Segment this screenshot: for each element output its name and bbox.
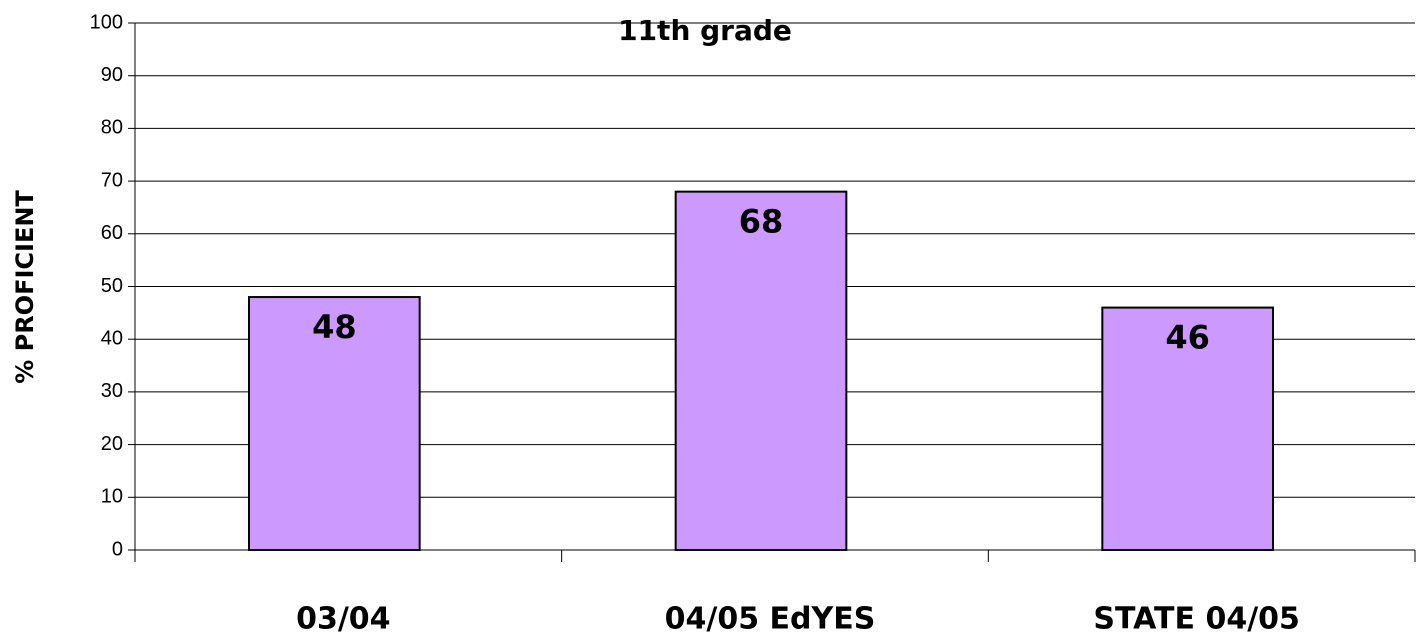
y-tick-label: 40 xyxy=(101,327,123,349)
chart-title: 11th grade xyxy=(618,14,792,47)
y-tick-label: 20 xyxy=(101,433,123,455)
y-tick-label: 0 xyxy=(112,538,123,560)
y-tick-label: 50 xyxy=(101,275,123,297)
y-tick-label: 80 xyxy=(101,117,123,139)
x-tick-label: 03/04 xyxy=(296,602,390,637)
y-tick-label: 30 xyxy=(101,380,123,402)
value-label: 48 xyxy=(312,308,357,346)
y-axis-label: % PROFICIENT xyxy=(11,190,39,384)
y-tick-label: 100 xyxy=(90,11,123,33)
y-tick-label: 60 xyxy=(101,222,123,244)
value-label: 68 xyxy=(739,203,784,241)
bar xyxy=(1101,306,1275,551)
x-tick-label: STATE 04/05 xyxy=(1093,602,1299,637)
value-label: 46 xyxy=(1165,319,1210,357)
bar xyxy=(248,296,421,552)
y-tick-label: 10 xyxy=(101,486,123,508)
y-tick-label: 70 xyxy=(101,169,123,191)
x-tick-label: 04/05 EdYES xyxy=(665,602,876,637)
bar xyxy=(674,190,848,551)
y-tick-label: 90 xyxy=(101,64,123,86)
